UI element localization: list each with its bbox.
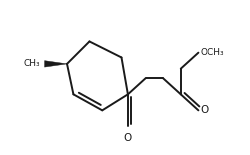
Text: O: O xyxy=(199,105,207,115)
Text: O: O xyxy=(123,133,132,143)
Polygon shape xyxy=(44,61,67,67)
Text: OCH₃: OCH₃ xyxy=(199,48,223,57)
Text: CH₃: CH₃ xyxy=(23,59,40,68)
